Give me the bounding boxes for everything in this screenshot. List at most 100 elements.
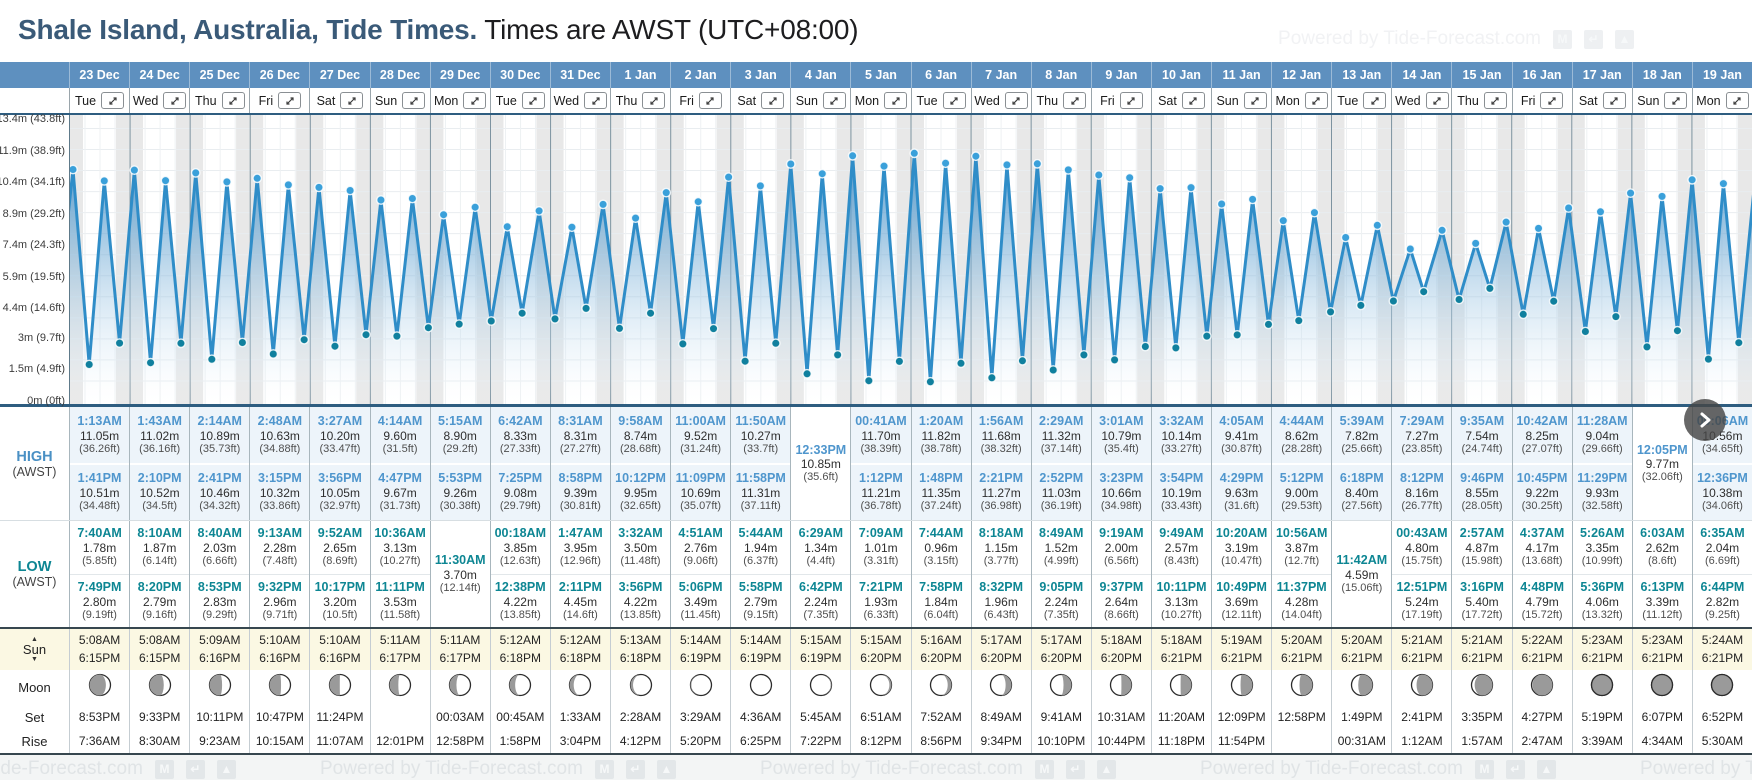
expand-arrows-icon	[1433, 96, 1441, 105]
moon-phase-cell	[970, 670, 1031, 705]
expand-day-button[interactable]	[1540, 92, 1564, 109]
sunrise-time: 5:17AM	[980, 633, 1022, 648]
expand-day-button[interactable]	[1363, 92, 1387, 109]
expand-day-button[interactable]	[1725, 92, 1749, 109]
expand-day-button[interactable]	[942, 92, 966, 109]
expand-arrows-icon	[410, 96, 418, 105]
low-tide-time: 8:20PM	[137, 579, 182, 594]
expand-day-button[interactable]	[402, 92, 426, 109]
expand-day-button[interactable]	[761, 92, 785, 109]
moonset-time-cell: 5:19PM	[1571, 705, 1632, 729]
high-tide-height-ft: (32.58ft)	[1581, 500, 1623, 513]
moon-phase-cell	[609, 670, 670, 705]
low-tide-height-ft: (13.32ft)	[1581, 608, 1623, 621]
weekday-label: Sat	[1578, 93, 1598, 108]
moonset-time: 8:49AM	[980, 710, 1022, 724]
date-header-cell: 28 Dec	[369, 62, 430, 88]
expand-day-button[interactable]	[463, 92, 487, 109]
sunset-time: 6:21PM	[1160, 650, 1203, 665]
expand-day-button[interactable]	[1004, 92, 1028, 109]
high-tide-height-m: 11.02m	[140, 428, 180, 443]
expand-day-button[interactable]	[1483, 92, 1507, 109]
expand-day-button[interactable]	[1602, 92, 1626, 109]
moonset-time: 7:52AM	[920, 710, 962, 724]
low-tide-height-ft: (8.69ft)	[322, 555, 358, 568]
expand-day-button[interactable]	[221, 92, 245, 109]
high-tide-height-m: 10.52m	[139, 486, 180, 501]
high-tide-height-ft: (32.65ft)	[620, 500, 661, 513]
high-tide-height-ft: (32.06ft)	[1641, 471, 1683, 484]
expand-day-button[interactable]	[1243, 92, 1267, 109]
high-tide-height-m: 10.38m	[1702, 486, 1743, 501]
expand-day-button[interactable]	[642, 92, 666, 109]
moon-phase-icon	[689, 673, 713, 702]
high-tide-time: 4:44AM	[1279, 413, 1324, 428]
expand-day-button[interactable]	[163, 92, 187, 109]
expand-day-button[interactable]	[584, 92, 608, 109]
expand-day-button[interactable]	[101, 92, 125, 109]
expand-arrows-icon	[1312, 96, 1320, 105]
expand-arrows-icon	[650, 96, 658, 105]
expand-day-button[interactable]	[1119, 92, 1143, 109]
sunset-time: 6:16PM	[319, 650, 361, 665]
expand-day-button[interactable]	[822, 92, 846, 109]
moonset-time: 11:24PM	[316, 710, 364, 724]
low-tide-time: 11:30AM	[434, 553, 486, 568]
moon-phase-icon	[749, 673, 773, 702]
expand-day-button[interactable]	[884, 92, 908, 109]
sun-times-cell: 5:17AM 6:20PM	[970, 629, 1031, 670]
low-tide-row: LOW (AWST) 7:40AM 1.78m (5.85ft) 7:49PM 2.80…	[0, 520, 1752, 627]
sun-times-cell: 5:19AM 6:21PM	[1211, 629, 1271, 670]
low-tide-entry: 8:53PM 2.83m (9.29ft)	[190, 573, 250, 628]
expand-day-button[interactable]	[1181, 92, 1205, 109]
low-tide-height-ft: (7.35ft)	[1043, 608, 1079, 621]
low-tide-height-ft: (15.06ft)	[1341, 581, 1383, 594]
weekday-label: Wed	[132, 93, 159, 108]
date-header-cell: 17 Jan	[1571, 62, 1632, 88]
expand-day-button[interactable]	[1664, 92, 1688, 109]
moon-phase-icon	[1410, 673, 1434, 702]
high-tide-height-m: 11.27m	[981, 486, 1021, 501]
high-tide-height-m: 7.54m	[1465, 428, 1499, 443]
expand-arrows-icon	[348, 96, 356, 105]
low-tide-entry: 10:20AM 3.19m (10.47ft)	[1212, 521, 1271, 574]
next-days-button[interactable]	[1684, 399, 1726, 441]
low-tide-height-m: 2.03m	[203, 541, 237, 556]
date-label: 10 Jan	[1162, 68, 1201, 82]
sunset-time: 6:21PM	[1581, 650, 1623, 665]
moonset-time: 1:49PM	[1341, 710, 1383, 724]
low-tide-entry: 2:57AM 4.87m (15.98ft)	[1452, 521, 1511, 574]
expand-day-button[interactable]	[278, 92, 302, 109]
moonset-row: Set 8:53PM 9:33PM 10:11PM 10:47PM 11:24PM 00:…	[0, 705, 1752, 729]
weekday-label: Sun	[795, 93, 818, 108]
high-tide-height-ft: (30.38ft)	[439, 500, 481, 513]
moonset-time-cell: 12:58PM	[1271, 705, 1331, 729]
low-tide-entry: 7:58PM 1.84m (6.04ft)	[911, 573, 971, 628]
moonrise-time-cell: 11:18PM	[1150, 729, 1211, 753]
expand-day-button[interactable]	[1063, 92, 1087, 109]
sunrise-time: 5:10AM	[259, 633, 301, 648]
low-tide-cell: 3:32AM 3.50m (11.48ft) 3:56PM 4.22m (13.85ft)	[609, 521, 671, 627]
high-tide-entry: 8:31AM 8.31m (27.27ft)	[551, 407, 610, 463]
expand-day-button[interactable]	[698, 92, 722, 109]
high-tide-height-m: 9.77m	[1645, 457, 1680, 472]
high-tide-time: 11:29PM	[1577, 471, 1628, 486]
expand-day-button[interactable]	[340, 92, 364, 109]
low-tide-entry: 5:44AM 1.94m (6.37ft)	[731, 521, 790, 574]
expand-day-button[interactable]	[1425, 92, 1449, 109]
low-tide-entry: 8:49AM 1.52m (4.99ft)	[1032, 521, 1091, 574]
high-tide-entry: 2:52PM 11.03m (36.19ft)	[1031, 462, 1091, 521]
moonset-time-cell: 4:36AM	[730, 705, 790, 729]
high-tide-time: 7:25PM	[498, 471, 543, 486]
expand-day-button[interactable]	[1304, 92, 1328, 109]
expand-day-button[interactable]	[521, 92, 545, 109]
date-header-row: 23 Dec 24 Dec 25 Dec 26 Dec 27 Dec 28 Dec 29 D…	[0, 62, 1752, 88]
low-tide-height-m: 1.84m	[924, 594, 958, 609]
low-tide-cell: 9:13AM 2.28m (7.48ft) 9:32PM 2.96m (9.71ft)	[249, 521, 310, 627]
chevron-right-icon	[1700, 412, 1711, 428]
sunrise-time: 5:13AM	[619, 633, 662, 648]
low-tide-time: 8:32PM	[979, 579, 1024, 594]
low-tide-height-m: 2.79m	[744, 594, 778, 609]
high-tide-entry: 10:12PM 9.95m (32.65ft)	[610, 462, 671, 521]
weekday-label: Fri	[679, 93, 694, 108]
